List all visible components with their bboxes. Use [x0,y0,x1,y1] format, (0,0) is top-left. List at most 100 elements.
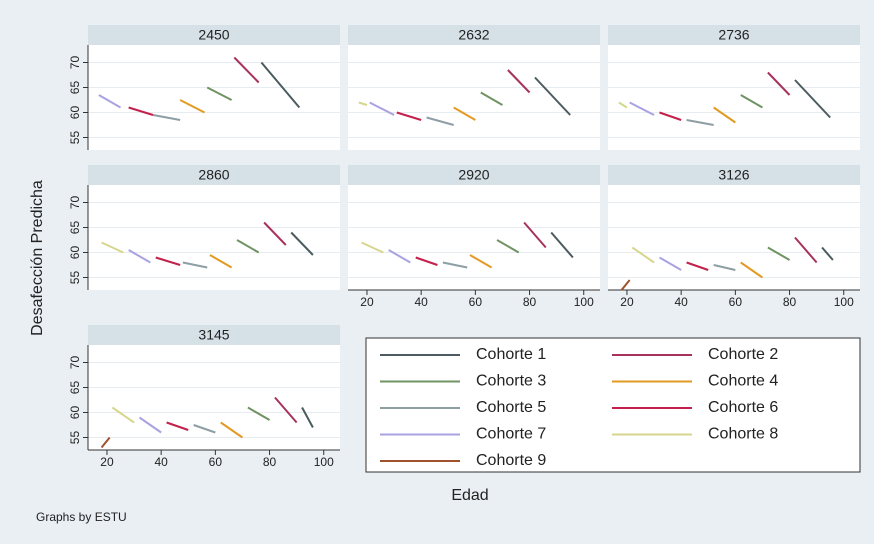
x-tick-label: 20 [620,295,634,309]
legend-label: Cohorte 4 [708,373,778,390]
series-line [550,231,574,259]
x-tick-label: 40 [154,455,168,469]
series-line [301,407,314,428]
series-line [100,436,111,449]
plot-area [348,185,600,290]
series-line [618,101,628,109]
series-line [236,239,260,254]
series-line [794,79,831,119]
plot-area [348,45,600,150]
series-line [740,94,763,109]
x-tick-label: 20 [360,295,374,309]
plot-area [88,185,340,290]
panel-title: 2632 [458,27,489,43]
series-line [713,264,736,271]
series-line [155,256,181,266]
series-line [620,279,631,291]
series-line [388,249,411,264]
series-line [415,256,438,266]
series-line [193,424,216,434]
y-tick-label: 65 [68,381,82,395]
legend-label: Cohorte 8 [708,426,778,443]
series-line [794,236,818,264]
series-line [274,396,298,424]
y-tick-label: 55 [68,431,82,445]
series-line [659,111,682,121]
panel-header [608,25,860,45]
panel-header [348,25,600,45]
x-tick-label: 100 [574,295,594,309]
series-line [480,91,503,106]
series-line [361,241,384,254]
legend-label: Cohorte 3 [476,373,546,390]
panel-header [88,25,340,45]
legend [365,337,861,473]
x-tick-label: 80 [263,455,277,469]
y-tick-label: 60 [68,106,82,120]
y-tick-label: 60 [68,406,82,420]
series-line [507,69,531,94]
x-axis-title: Edad [451,487,488,504]
plot-area [88,45,340,150]
legend-label: Cohorte 2 [708,346,778,363]
series-line [182,261,208,269]
y-tick-label: 65 [68,221,82,235]
y-tick-label: 70 [68,356,82,370]
legend-label: Cohorte 5 [476,399,546,416]
panel-title: 2450 [198,27,229,43]
series-line [658,256,682,271]
panel-title: 3145 [198,327,229,343]
series-line [442,261,468,269]
series-line [740,261,764,279]
series-line [534,76,571,116]
y-tick-label: 70 [68,196,82,210]
x-tick-label: 60 [209,455,223,469]
series-line [128,249,151,264]
y-tick-label: 55 [68,271,82,285]
series-line [686,119,714,126]
panel-header [608,165,860,185]
x-tick-label: 40 [674,295,688,309]
x-tick-label: 100 [314,455,334,469]
series-line [206,86,233,101]
series-line [767,71,791,96]
series-line [111,406,135,424]
panel-header [348,165,600,185]
x-tick-label: 20 [100,455,114,469]
legend-label: Cohorte 6 [708,399,778,416]
series-line [369,101,395,116]
series-line [426,116,454,126]
legend-label: Cohorte 7 [476,426,546,443]
series-line [496,239,520,254]
y-tick-label: 55 [68,131,82,145]
y-tick-label: 60 [68,246,82,260]
series-line [138,416,162,434]
x-tick-label: 60 [469,295,483,309]
series-line [686,261,709,271]
panel-title: 3126 [718,167,749,183]
x-tick-label: 60 [729,295,743,309]
series-line [179,99,205,114]
series-line [263,221,287,246]
x-tick-label: 100 [834,295,854,309]
series-line [821,246,834,261]
series-line [247,406,271,421]
series-line [209,254,233,269]
series-line [101,241,124,254]
series-line [767,246,791,261]
series-line [152,114,181,121]
series-line [290,231,314,256]
series-line [260,61,301,109]
y-tick-label: 70 [68,56,82,70]
panel-title: 2736 [718,27,749,43]
legend-label: Cohorte 1 [476,346,546,363]
series-line [523,221,547,249]
y-axis-title: Desafección Predicha [29,180,46,336]
plot-area [608,45,860,150]
series-line [396,111,422,121]
series-line [469,254,493,269]
panel-header [88,325,340,345]
legend-label: Cohorte 9 [476,452,546,469]
series-line [631,246,655,264]
